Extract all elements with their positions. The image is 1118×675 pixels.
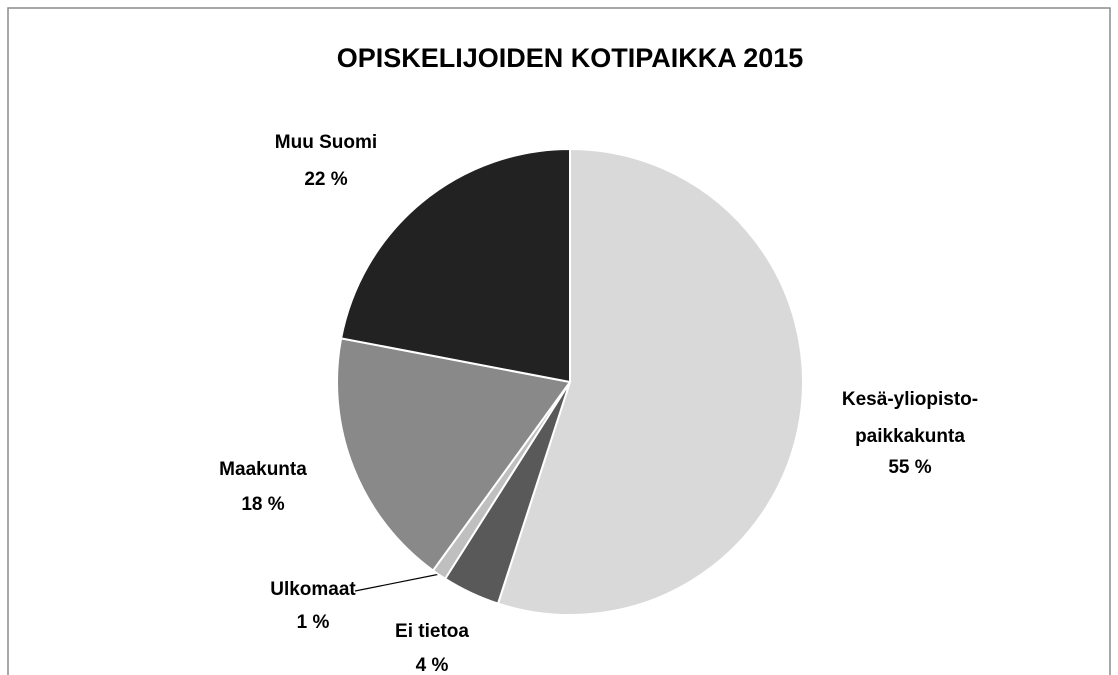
value-label: 55 % [888, 457, 931, 478]
chart-frame [7, 7, 1111, 675]
category-label: Muu Suomi [275, 132, 377, 153]
category-label: Kesä-yliopisto-paikkakunta [842, 389, 978, 447]
pie-slice [339, 147, 571, 384]
pie-slice [336, 337, 572, 572]
leader-line [354, 573, 441, 592]
category-label-line: Kesä-yliopisto- [842, 389, 978, 410]
pie-slice [496, 147, 804, 616]
value-label: 1 % [297, 612, 330, 633]
chart-title: OPISKELIJOIDEN KOTIPAIKKA 2015 [337, 43, 804, 73]
value-label: 18 % [241, 494, 284, 515]
category-label: Ei tietoa [395, 621, 469, 642]
value-label: 4 % [416, 655, 449, 675]
category-label: Maakunta [219, 459, 307, 480]
value-label: 22 % [304, 169, 347, 190]
category-label-line: paikkakunta [855, 426, 965, 447]
category-label: Ulkomaat [270, 579, 356, 600]
